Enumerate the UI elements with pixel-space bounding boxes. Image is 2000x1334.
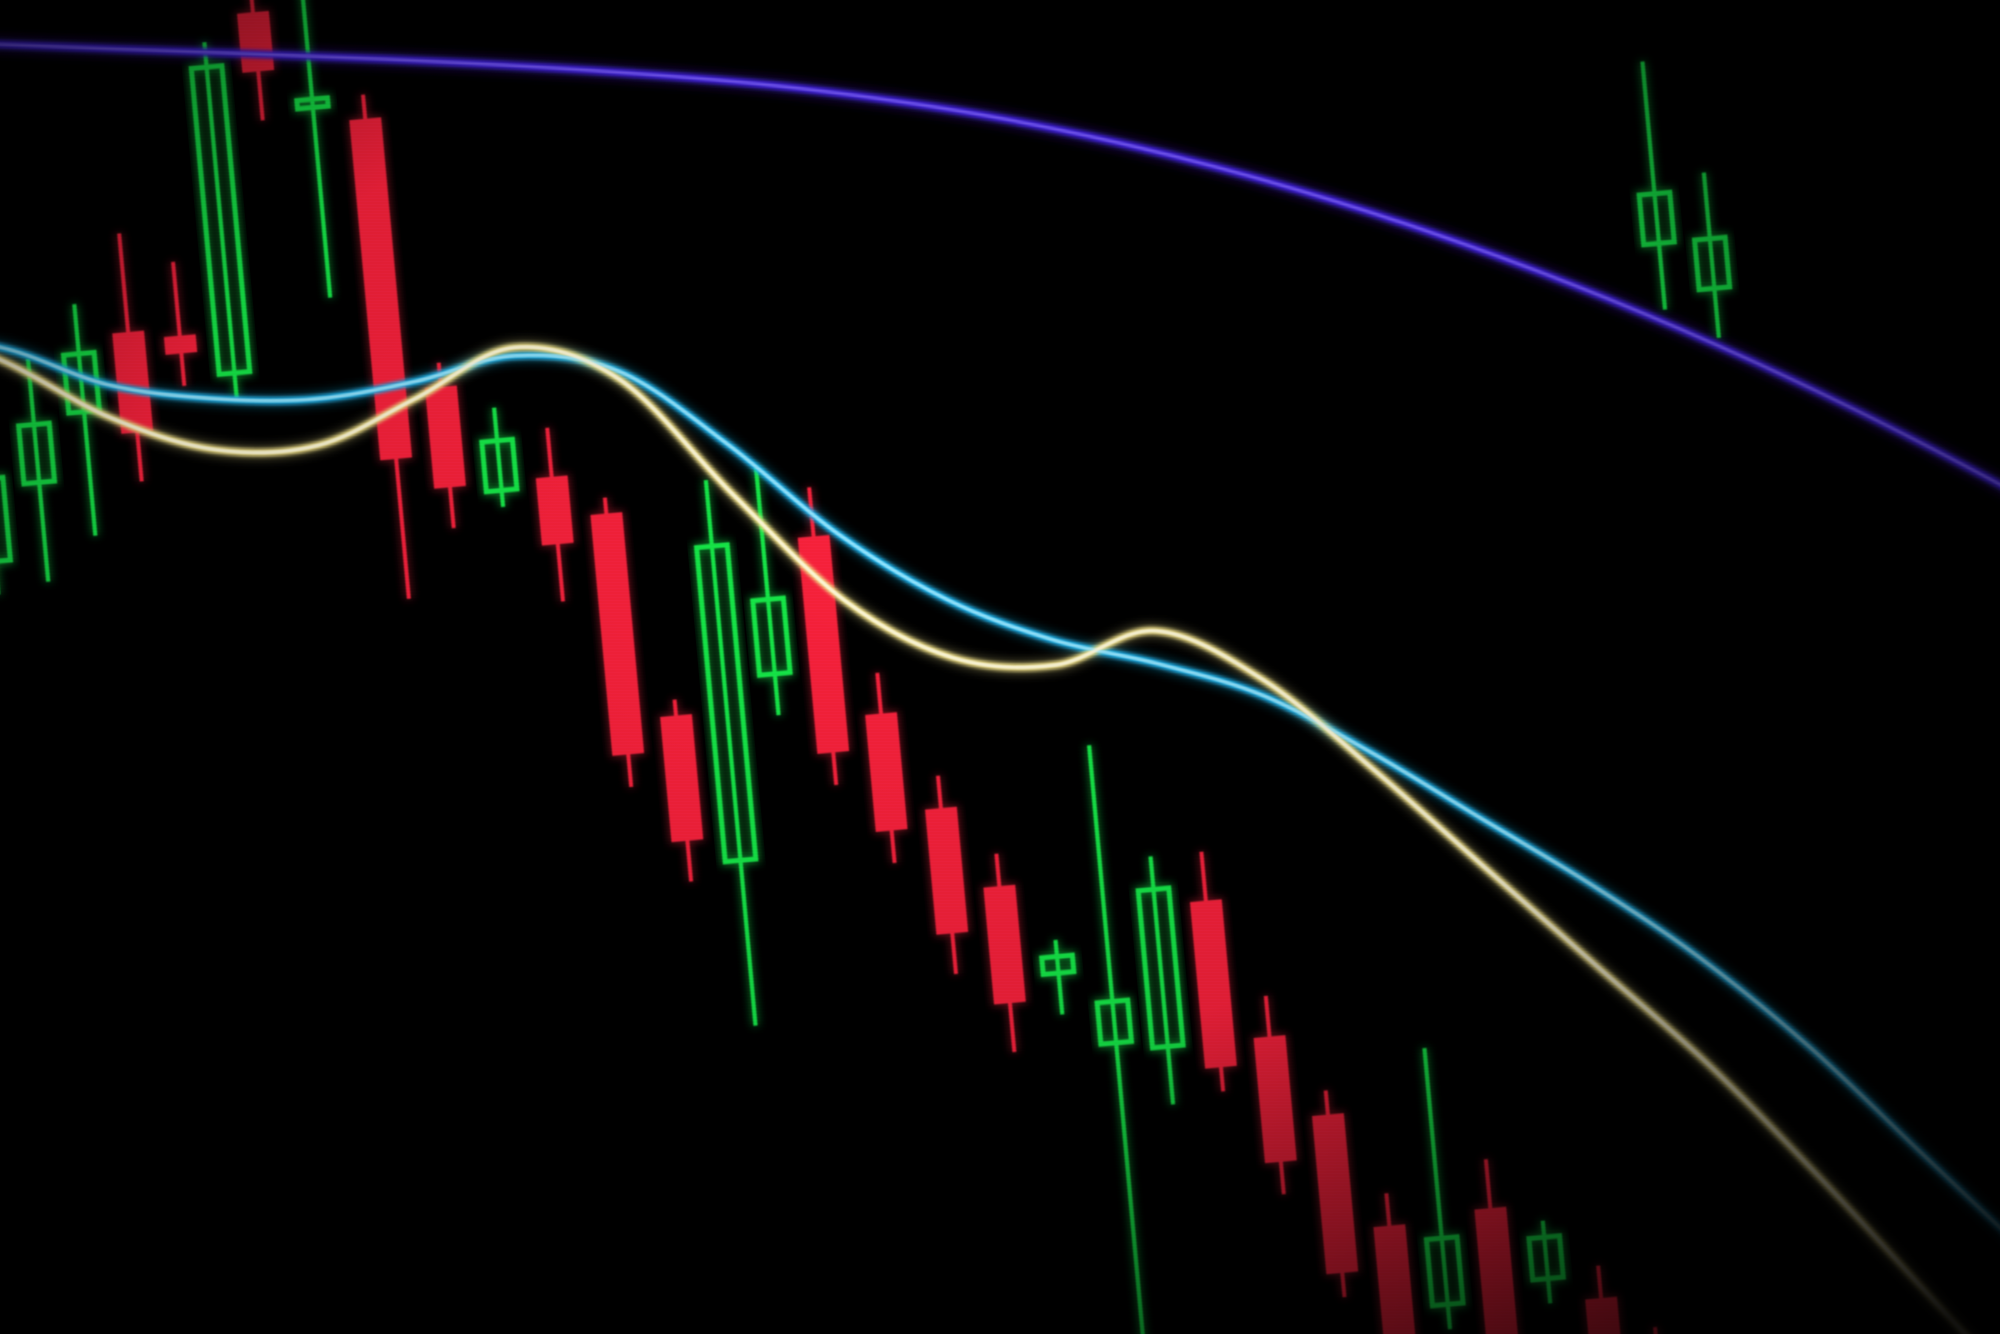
candle-body xyxy=(1526,1233,1566,1283)
candle-body xyxy=(294,95,331,112)
candle-body xyxy=(1094,997,1135,1047)
candle-body xyxy=(237,10,275,73)
candle-body xyxy=(1039,952,1077,978)
candle-body xyxy=(1423,1234,1466,1309)
candle-body xyxy=(479,436,520,495)
candle-body xyxy=(1636,189,1677,248)
candle-body xyxy=(750,595,793,678)
candle-body xyxy=(163,334,198,355)
candle-body xyxy=(15,420,58,487)
candle-body xyxy=(535,475,574,546)
candle-body xyxy=(1691,234,1733,293)
